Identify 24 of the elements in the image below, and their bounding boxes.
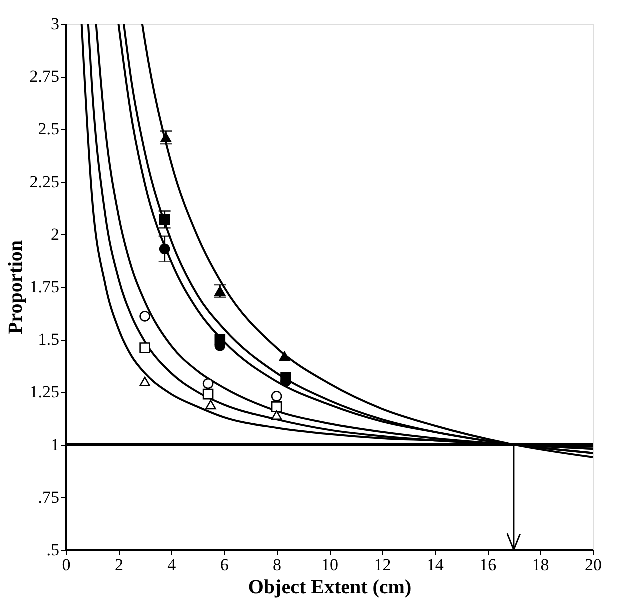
x-tick-label: 18 xyxy=(532,556,550,574)
x-tick-label: 20 xyxy=(585,556,602,574)
x-axis-title: Object Extent (cm) xyxy=(248,576,412,598)
y-tick-label: 2 xyxy=(51,224,60,244)
x-tick-label: 4 xyxy=(168,556,177,574)
y-tick-label: 2.75 xyxy=(30,67,60,86)
y-tick-label: 3 xyxy=(51,14,60,34)
y-tick-label: .75 xyxy=(38,488,60,507)
y-tick-label: 1 xyxy=(51,435,60,454)
y-axis-title: Proportion xyxy=(4,240,27,335)
x-tick-label: 12 xyxy=(374,556,392,574)
y-tick-label: 1.25 xyxy=(30,382,60,402)
y-tick-label: 2.5 xyxy=(38,120,60,139)
x-tick-label: 2 xyxy=(114,556,124,574)
y-tick-label: .5 xyxy=(46,540,60,560)
y-tick-label: 1.5 xyxy=(38,330,60,350)
y-tick-label: 2.25 xyxy=(30,172,60,192)
x-tick-label: 16 xyxy=(480,556,497,574)
x-tick-label: 10 xyxy=(322,556,338,574)
x-tick-label: 14 xyxy=(426,556,444,574)
x-tick-label: 0 xyxy=(62,556,71,574)
x-tick-label: 8 xyxy=(273,556,282,574)
y-tick-label: 1.75 xyxy=(30,278,60,296)
x-tick-label: 6 xyxy=(220,556,229,574)
